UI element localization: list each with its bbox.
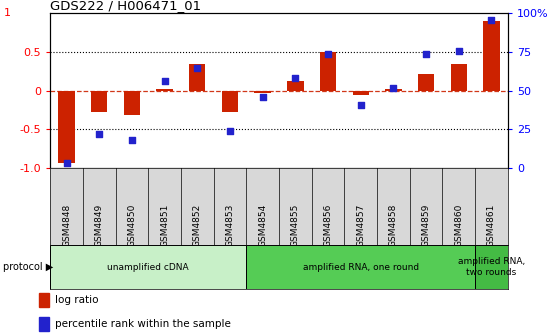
Bar xyxy=(156,89,173,91)
Bar xyxy=(254,91,271,93)
Point xyxy=(225,128,234,134)
Text: 1: 1 xyxy=(4,8,11,18)
Bar xyxy=(320,52,336,91)
Point xyxy=(291,76,300,81)
Point xyxy=(324,51,333,56)
Point xyxy=(454,48,463,53)
Point xyxy=(422,51,431,56)
Point xyxy=(356,102,365,107)
Text: protocol ▶: protocol ▶ xyxy=(3,262,53,272)
Bar xyxy=(353,91,369,95)
Point xyxy=(258,94,267,99)
Point xyxy=(487,17,496,22)
Bar xyxy=(59,91,75,163)
Bar xyxy=(124,91,140,116)
Bar xyxy=(39,317,49,331)
Point xyxy=(95,131,104,137)
Bar xyxy=(50,245,246,289)
Bar xyxy=(475,245,508,289)
Bar xyxy=(39,293,49,307)
Text: percentile rank within the sample: percentile rank within the sample xyxy=(55,319,230,329)
Point xyxy=(62,161,71,166)
Bar xyxy=(451,64,467,91)
Text: amplified RNA, one round: amplified RNA, one round xyxy=(302,263,418,271)
Bar xyxy=(222,91,238,112)
Point xyxy=(160,79,169,84)
Bar xyxy=(91,91,107,112)
Bar xyxy=(385,89,402,91)
Bar xyxy=(483,21,499,91)
Bar xyxy=(418,74,434,91)
Text: log ratio: log ratio xyxy=(55,295,98,305)
Bar xyxy=(246,245,475,289)
Point xyxy=(127,137,136,143)
Point xyxy=(193,65,202,70)
Text: amplified RNA,
two rounds: amplified RNA, two rounds xyxy=(458,257,525,277)
Point xyxy=(389,85,398,90)
Bar xyxy=(287,81,304,91)
Text: GDS222 / H006471_01: GDS222 / H006471_01 xyxy=(50,0,201,12)
Bar xyxy=(189,64,205,91)
Text: unamplified cDNA: unamplified cDNA xyxy=(108,263,189,271)
